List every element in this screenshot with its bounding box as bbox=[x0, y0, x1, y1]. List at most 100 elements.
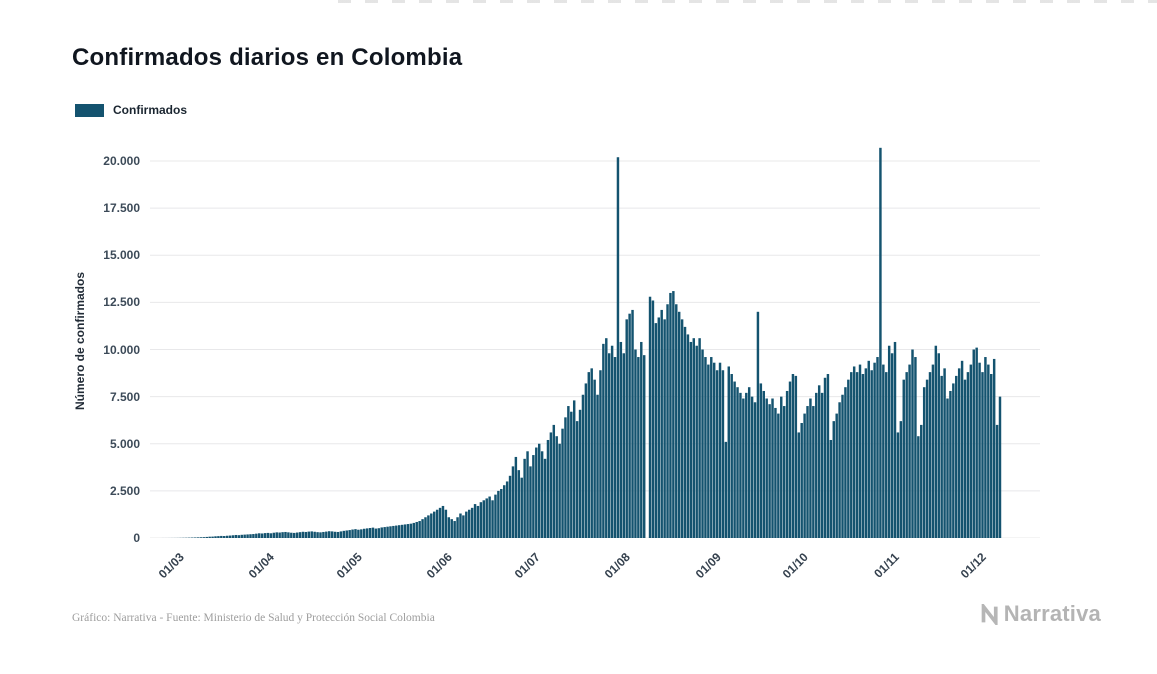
bar bbox=[217, 536, 220, 538]
bar bbox=[704, 357, 707, 538]
bar bbox=[310, 531, 313, 538]
x-tick-label: 01/11 bbox=[870, 550, 902, 581]
bar bbox=[386, 526, 389, 538]
bar bbox=[686, 334, 690, 538]
bar bbox=[243, 534, 246, 538]
bar bbox=[482, 500, 486, 538]
bar bbox=[850, 372, 853, 538]
bar bbox=[972, 349, 975, 538]
bar bbox=[642, 355, 646, 538]
bar bbox=[377, 528, 381, 538]
x-tick-label: 01/09 bbox=[692, 550, 724, 582]
bar bbox=[202, 537, 206, 538]
bar bbox=[631, 309, 634, 538]
bar bbox=[581, 394, 585, 538]
bar bbox=[829, 439, 833, 538]
bar bbox=[266, 532, 270, 538]
bar bbox=[258, 533, 261, 538]
bar bbox=[371, 527, 375, 538]
bar bbox=[695, 345, 698, 538]
narrativa-logo-text: Narrativa bbox=[1003, 601, 1101, 626]
y-tick-label: 2.500 bbox=[109, 483, 140, 498]
bar bbox=[395, 525, 398, 538]
narrativa-n-icon bbox=[981, 603, 998, 625]
bar bbox=[654, 323, 658, 538]
bar bbox=[879, 147, 882, 538]
bar bbox=[459, 513, 462, 538]
bar bbox=[473, 504, 477, 538]
bar bbox=[278, 532, 281, 538]
bar bbox=[348, 530, 351, 538]
bar bbox=[943, 368, 946, 538]
bar bbox=[237, 535, 241, 538]
bar bbox=[920, 424, 923, 538]
bar bbox=[357, 529, 360, 538]
bar bbox=[249, 534, 252, 538]
bar bbox=[234, 534, 238, 538]
bar bbox=[330, 531, 334, 538]
bar bbox=[928, 372, 932, 538]
bar bbox=[400, 524, 404, 538]
bar bbox=[657, 317, 661, 538]
bar bbox=[225, 535, 229, 538]
bar bbox=[500, 488, 503, 538]
bar bbox=[762, 390, 765, 538]
bar bbox=[263, 533, 267, 538]
bar bbox=[546, 439, 550, 538]
top-edge-artifact bbox=[338, 0, 1157, 3]
bar bbox=[412, 522, 416, 538]
bar bbox=[870, 370, 873, 538]
bar bbox=[698, 338, 701, 538]
bar bbox=[523, 458, 526, 538]
bar bbox=[570, 411, 573, 538]
bar bbox=[820, 392, 824, 538]
bar bbox=[211, 536, 214, 538]
bar bbox=[730, 374, 733, 538]
bar bbox=[990, 374, 993, 538]
bar bbox=[532, 455, 535, 538]
bar bbox=[715, 370, 719, 538]
x-axis-tick-labels: 01/03 01/04 01/05 01/06 01/07 01/08 01/09 01/10… bbox=[150, 545, 1050, 615]
bar bbox=[322, 531, 325, 538]
bar bbox=[444, 509, 448, 538]
bar bbox=[707, 364, 710, 538]
bar bbox=[660, 309, 663, 538]
bar bbox=[389, 526, 392, 538]
x-tick-label: 01/03 bbox=[155, 550, 187, 582]
bar bbox=[622, 353, 626, 538]
bars-plot bbox=[150, 147, 1040, 538]
bar bbox=[780, 396, 783, 538]
bar bbox=[450, 519, 453, 538]
bar bbox=[756, 311, 760, 538]
bar bbox=[791, 374, 795, 538]
bar bbox=[392, 525, 395, 538]
bar bbox=[365, 528, 369, 538]
bar bbox=[453, 521, 456, 538]
bar bbox=[328, 531, 331, 538]
bar bbox=[768, 404, 771, 538]
bar bbox=[555, 436, 558, 538]
bar bbox=[342, 530, 346, 538]
bar bbox=[587, 372, 591, 538]
bar bbox=[485, 498, 488, 538]
bar bbox=[672, 291, 675, 538]
bar bbox=[640, 341, 643, 538]
bar bbox=[978, 362, 981, 538]
bar bbox=[925, 379, 929, 538]
bar bbox=[208, 536, 211, 538]
bar bbox=[931, 364, 935, 538]
bar bbox=[456, 517, 459, 538]
bar bbox=[540, 451, 544, 538]
bar bbox=[260, 533, 264, 538]
bar bbox=[374, 528, 378, 538]
bar bbox=[578, 409, 582, 538]
bar bbox=[963, 379, 967, 538]
bar bbox=[663, 319, 666, 538]
bar bbox=[430, 513, 433, 538]
bar bbox=[774, 407, 777, 538]
bar bbox=[272, 532, 276, 538]
bar bbox=[228, 535, 232, 538]
bar bbox=[549, 432, 553, 538]
bar bbox=[564, 417, 567, 538]
